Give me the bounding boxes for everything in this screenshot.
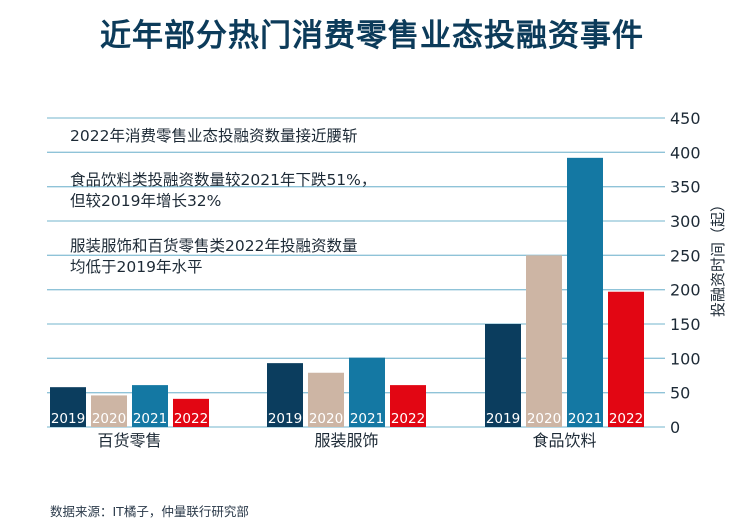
bar-year-label: 2021 xyxy=(133,411,167,427)
bar-year-label: 2020 xyxy=(527,411,561,427)
y-tick-label: 0 xyxy=(670,418,680,437)
note-1: 2022年消费零售业态投融资数量接近腰斩 xyxy=(70,127,358,145)
x-category-label: 百货零售 xyxy=(97,431,161,450)
y-tick-label: 450 xyxy=(670,109,701,128)
bar-year-label: 2020 xyxy=(92,411,126,427)
y-tick-label: 100 xyxy=(670,349,701,368)
x-category-label: 服装服饰 xyxy=(314,431,378,450)
chart-title: 近年部分热门消费零售业态投融资事件 xyxy=(100,18,644,54)
bar-year-label: 2019 xyxy=(268,411,302,427)
y-tick-label: 350 xyxy=(670,178,701,197)
bar-服装服饰-2021 xyxy=(349,357,385,427)
bar-食品饮料-2020 xyxy=(526,255,562,427)
bar-食品饮料-2022 xyxy=(608,291,644,427)
y-tick-label: 400 xyxy=(670,143,701,162)
y-tick-label: 300 xyxy=(670,212,701,231)
bar-食品饮料-2021 xyxy=(567,157,603,427)
bar-year-label: 2022 xyxy=(391,411,425,427)
bars: 2019 2020 2021 2022 2019 2020 2021 2022 2019 2020… xyxy=(50,157,644,427)
note-2a: 食品饮料类投融资数量较2021年下跌51%， xyxy=(70,171,377,189)
bar-服装服饰-2020 xyxy=(308,372,344,427)
y-tick-label: 150 xyxy=(670,315,701,334)
bar-year-label: 2019 xyxy=(51,411,85,427)
bar-year-label: 2019 xyxy=(486,411,520,427)
x-axis-categories: 百货零售 服装服饰 食品饮料 xyxy=(97,431,596,450)
y-tick-label: 50 xyxy=(670,384,690,403)
bar-服装服饰-2019 xyxy=(267,363,303,427)
bar-百货零售-2022 xyxy=(173,398,209,427)
note-3b: 均低于2019年水平 xyxy=(70,258,203,276)
bar-百货零售-2020 xyxy=(91,395,127,427)
bar-year-label: 2021 xyxy=(350,411,384,427)
y-axis-ticks: 0 50 100 150 200 250 300 350 400 450 xyxy=(670,109,701,437)
source-note: 数据来源：IT橘子，仲量联行研究部 xyxy=(50,504,249,519)
y-tick-label: 200 xyxy=(670,281,701,300)
y-tick-label: 250 xyxy=(670,246,701,265)
bar-服装服饰-2022 xyxy=(390,385,426,427)
bar-year-label: 2022 xyxy=(174,411,208,427)
note-3a: 服装服饰和百货零售类2022年投融资数量 xyxy=(70,237,358,255)
bar-食品饮料-2019 xyxy=(485,324,521,427)
bar-百货零售-2021 xyxy=(132,385,168,427)
bar-year-label: 2020 xyxy=(309,411,343,427)
note-2b: 但较2019年增长32% xyxy=(70,192,222,210)
y-axis-label: 投融资时间（起） xyxy=(709,197,727,317)
bar-year-label: 2021 xyxy=(568,411,602,427)
bar-year-label: 2022 xyxy=(609,411,643,427)
x-category-label: 食品饮料 xyxy=(532,431,596,450)
bar-百货零售-2019 xyxy=(50,387,86,427)
